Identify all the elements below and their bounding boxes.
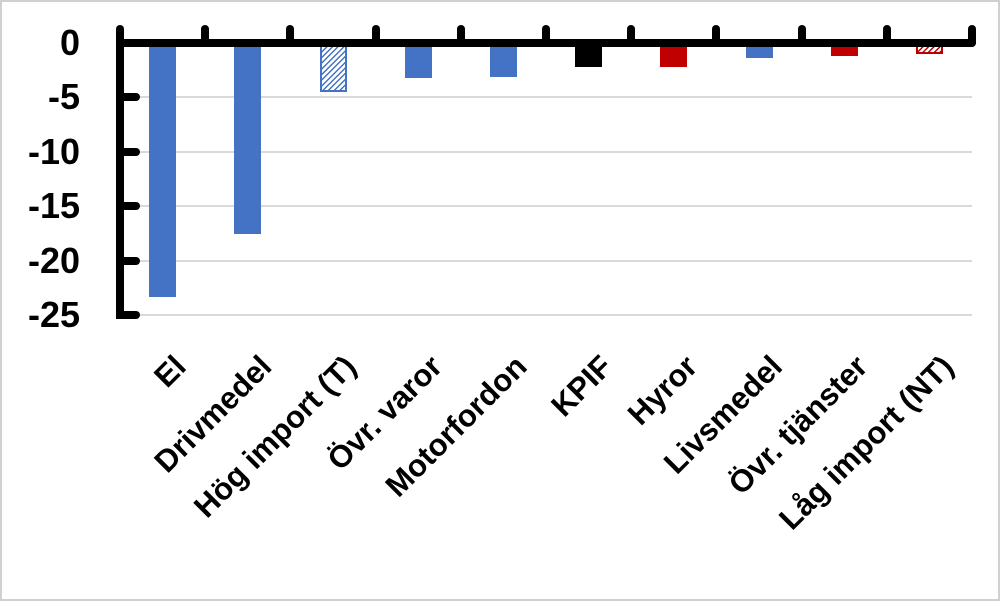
- x-axis-tick-9: [882, 25, 891, 44]
- y-gridline--5: [120, 96, 972, 98]
- y-tick-label--5: -5: [47, 76, 80, 117]
- x-axis-tick-7: [712, 25, 721, 44]
- y-axis-tick--5: [120, 93, 140, 101]
- y-axis-tick--10: [120, 147, 140, 156]
- y-axis-line: [116, 25, 124, 319]
- y-tick-label--25: -25: [27, 294, 80, 335]
- y-tick-label--20: -20: [27, 239, 80, 281]
- x-category-label-text: Hyror: [620, 348, 705, 432]
- x-axis-tick-1: [201, 25, 210, 44]
- bar-drivmedel: [234, 42, 262, 234]
- bar-motorfordon: [489, 42, 517, 77]
- bar-el: [149, 42, 177, 297]
- y-gridline--10: [120, 150, 972, 153]
- x-category-label-text: El: [147, 348, 193, 395]
- x-axis-tick-4: [456, 25, 465, 44]
- y-axis-tick--15: [120, 202, 140, 210]
- bar-kpif: [575, 42, 603, 67]
- x-axis-tick-8: [797, 25, 806, 44]
- y-tick-label--15: -15: [27, 185, 80, 226]
- y-gridline--15: [120, 205, 972, 207]
- x-axis-tick-2: [286, 25, 295, 44]
- y-gridline--25: [120, 314, 972, 316]
- x-axis-tick-3: [371, 25, 380, 44]
- y-tick-label-0: 0: [59, 21, 80, 63]
- bar-vr-varor: [404, 42, 432, 78]
- y-gridline--20: [120, 259, 972, 262]
- x-axis-tick-5: [542, 25, 550, 44]
- x-axis-tick-10: [968, 25, 976, 44]
- y-axis-tick--20: [120, 256, 140, 265]
- bar-hyror: [660, 42, 688, 67]
- bar-h-g-import-t: [319, 42, 347, 92]
- y-axis-tick--25: [120, 311, 140, 319]
- x-axis-tick-6: [627, 25, 636, 44]
- y-tick-label--10: -10: [27, 130, 80, 172]
- x-category-label-text: KPIF: [544, 348, 619, 424]
